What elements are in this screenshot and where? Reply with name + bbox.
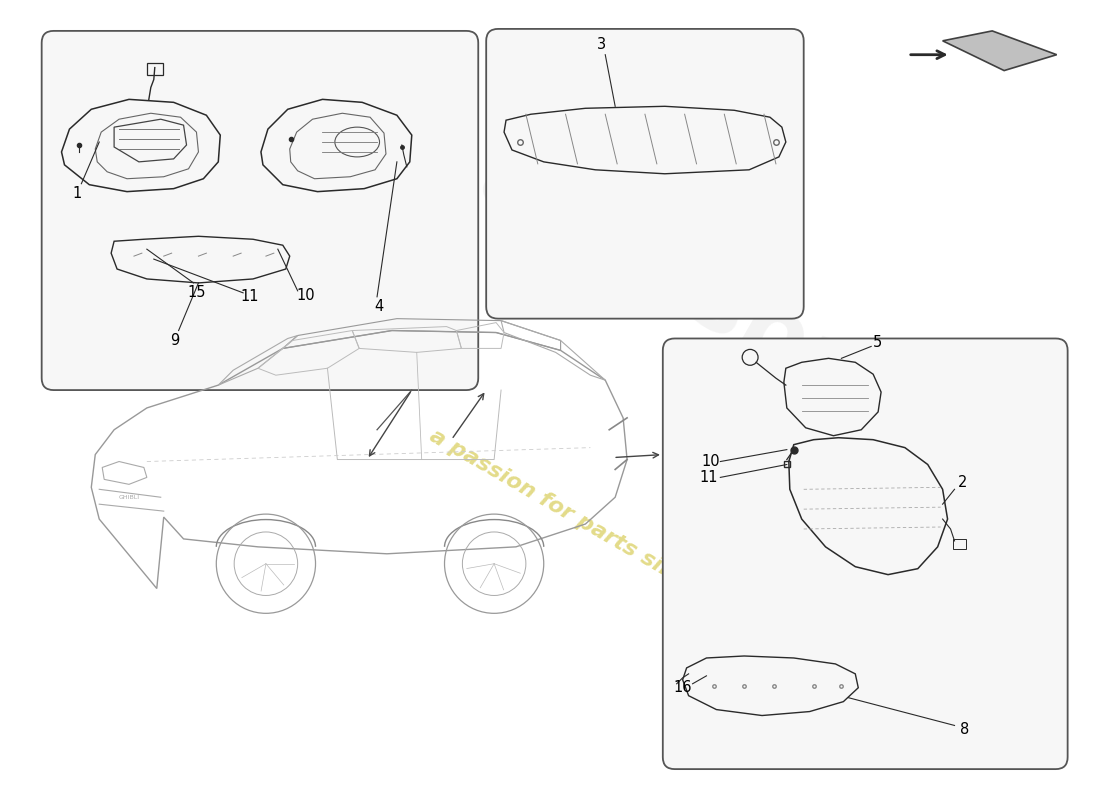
Text: 10: 10 [701, 454, 719, 469]
Text: 8: 8 [960, 722, 969, 737]
Text: 4: 4 [374, 299, 384, 314]
Text: 5: 5 [872, 335, 882, 350]
Text: autospares: autospares [463, 132, 1025, 510]
Text: 15: 15 [187, 286, 206, 300]
Text: 3: 3 [596, 38, 606, 52]
FancyBboxPatch shape [663, 338, 1068, 769]
Text: GHIBLI: GHIBLI [119, 495, 140, 500]
Text: 11: 11 [700, 470, 717, 485]
FancyBboxPatch shape [486, 29, 804, 318]
FancyBboxPatch shape [42, 31, 479, 390]
Bar [146, 62, 163, 74]
Polygon shape [943, 31, 1057, 70]
Text: 11: 11 [241, 290, 260, 304]
Text: 10: 10 [296, 288, 315, 303]
Text: 9: 9 [170, 333, 179, 348]
Text: 16: 16 [673, 680, 692, 695]
Bar [953, 539, 967, 549]
Text: 1: 1 [73, 186, 82, 201]
Text: a passion for parts since 1985: a passion for parts since 1985 [427, 426, 764, 632]
Text: 2: 2 [958, 475, 967, 490]
